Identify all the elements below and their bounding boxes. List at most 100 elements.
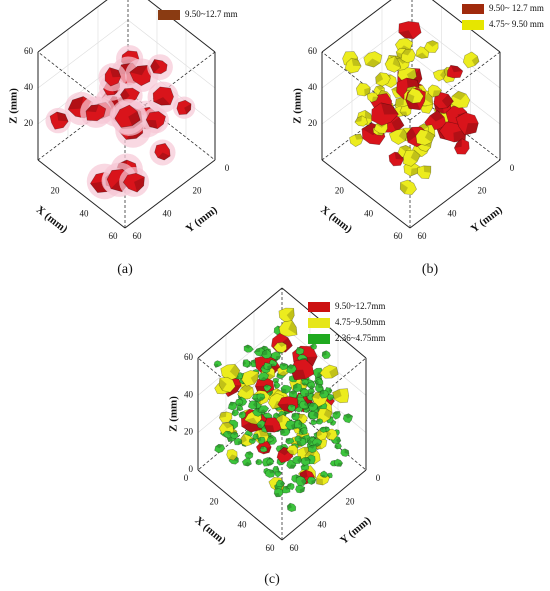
particle-shade bbox=[237, 440, 242, 445]
particle-shade bbox=[278, 370, 288, 376]
particle bbox=[332, 411, 341, 420]
z-tick-label: 20 bbox=[308, 118, 318, 128]
particle bbox=[271, 351, 282, 360]
particle bbox=[226, 448, 238, 461]
grid-line bbox=[411, 19, 501, 89]
box-edge bbox=[197, 357, 283, 429]
legend-label: 9.50~12.7 mm bbox=[185, 9, 238, 19]
particle-shade bbox=[344, 448, 350, 455]
particle-shade bbox=[365, 58, 381, 68]
particle bbox=[320, 470, 329, 478]
particle-shade bbox=[243, 461, 252, 467]
particle-shade bbox=[336, 462, 343, 467]
particle-shade bbox=[454, 138, 462, 148]
particle bbox=[319, 364, 339, 379]
particle-shade bbox=[226, 431, 233, 435]
particle-shade bbox=[329, 367, 339, 379]
particle bbox=[403, 149, 421, 167]
particle bbox=[319, 389, 329, 399]
particle bbox=[256, 393, 266, 401]
particle-shade bbox=[267, 436, 273, 440]
y-tick-label: 0 bbox=[376, 473, 381, 483]
panel-label: (a) bbox=[117, 262, 133, 277]
particle bbox=[294, 419, 303, 429]
particle-shade bbox=[429, 110, 445, 122]
particle bbox=[398, 21, 422, 40]
particle-shade bbox=[375, 72, 384, 84]
particle-shade bbox=[304, 392, 309, 397]
legend-swatch bbox=[158, 10, 180, 20]
particle-shade bbox=[398, 128, 408, 141]
particle-shade bbox=[274, 383, 277, 389]
particle bbox=[334, 442, 342, 450]
particle bbox=[406, 87, 424, 104]
particle-shade bbox=[296, 347, 301, 351]
z-tick-label: 40 bbox=[308, 82, 318, 92]
particle-shade bbox=[259, 446, 265, 450]
y-tick-label: 60 bbox=[290, 543, 300, 553]
y-axis-title: Y (mm) bbox=[469, 204, 505, 235]
particle-shade bbox=[228, 454, 238, 461]
particle-shade bbox=[268, 389, 273, 396]
particle-shade bbox=[364, 87, 371, 96]
particle-shade bbox=[255, 459, 259, 464]
box-edge bbox=[431, 0, 501, 53]
particle-shade bbox=[258, 396, 265, 401]
z-tick-label: 20 bbox=[184, 427, 194, 437]
particle-shade bbox=[134, 177, 145, 193]
particle-shade bbox=[471, 56, 480, 66]
particle-shade bbox=[392, 56, 401, 68]
particle-shade bbox=[306, 409, 310, 413]
particle bbox=[462, 51, 480, 69]
particle bbox=[222, 430, 233, 439]
particle-shade bbox=[315, 379, 319, 385]
particle-shade bbox=[336, 437, 341, 444]
particle-shade bbox=[219, 411, 227, 418]
particle-shade bbox=[259, 376, 268, 381]
particle bbox=[399, 105, 412, 117]
particle bbox=[311, 438, 323, 447]
particle bbox=[247, 400, 258, 410]
particle-shade bbox=[249, 438, 256, 442]
particle-shade bbox=[276, 466, 279, 472]
particle bbox=[214, 443, 226, 454]
particle-shade bbox=[320, 474, 326, 478]
particle-shade bbox=[236, 402, 243, 406]
particle bbox=[446, 64, 464, 79]
particle-shade bbox=[432, 90, 442, 98]
particle-shade bbox=[381, 102, 399, 115]
particle-shade bbox=[109, 67, 121, 78]
legend-swatch bbox=[308, 318, 330, 328]
particle-shade bbox=[317, 383, 324, 389]
y-tick-label: 60 bbox=[418, 231, 428, 241]
particle-shade bbox=[215, 444, 223, 449]
legend-label: 9.50~12.7mm bbox=[335, 301, 385, 311]
particle bbox=[252, 433, 259, 440]
particle-shade bbox=[219, 378, 227, 391]
box-edge bbox=[281, 399, 367, 471]
particle-shade bbox=[451, 91, 467, 101]
z-axis-title: Z (mm) bbox=[292, 88, 304, 124]
particle bbox=[280, 384, 292, 394]
particle-shade bbox=[291, 412, 296, 418]
particle-shade bbox=[329, 397, 335, 401]
particle-shade bbox=[214, 363, 219, 368]
particle bbox=[423, 40, 439, 53]
particle bbox=[238, 410, 247, 420]
particle bbox=[417, 165, 432, 180]
x-axis-title: X (mm) bbox=[34, 204, 70, 236]
particle-shade bbox=[56, 111, 69, 122]
particle-shade bbox=[354, 133, 363, 140]
box-edge bbox=[124, 159, 216, 229]
panel: 0 20 40 60 0 20 40 60 0 20 40 60 X (mm) Y (mm) Z (mm) 9… bbox=[168, 287, 385, 587]
particle-shade bbox=[227, 437, 233, 442]
particle-shade bbox=[296, 441, 303, 447]
particle bbox=[213, 360, 223, 368]
particle bbox=[344, 57, 362, 74]
particle bbox=[291, 412, 300, 421]
particle-shade bbox=[322, 350, 327, 356]
particle-shade bbox=[293, 383, 298, 390]
particle-shade bbox=[274, 492, 281, 497]
particle-shade bbox=[310, 344, 314, 349]
particle-shade bbox=[400, 145, 411, 152]
